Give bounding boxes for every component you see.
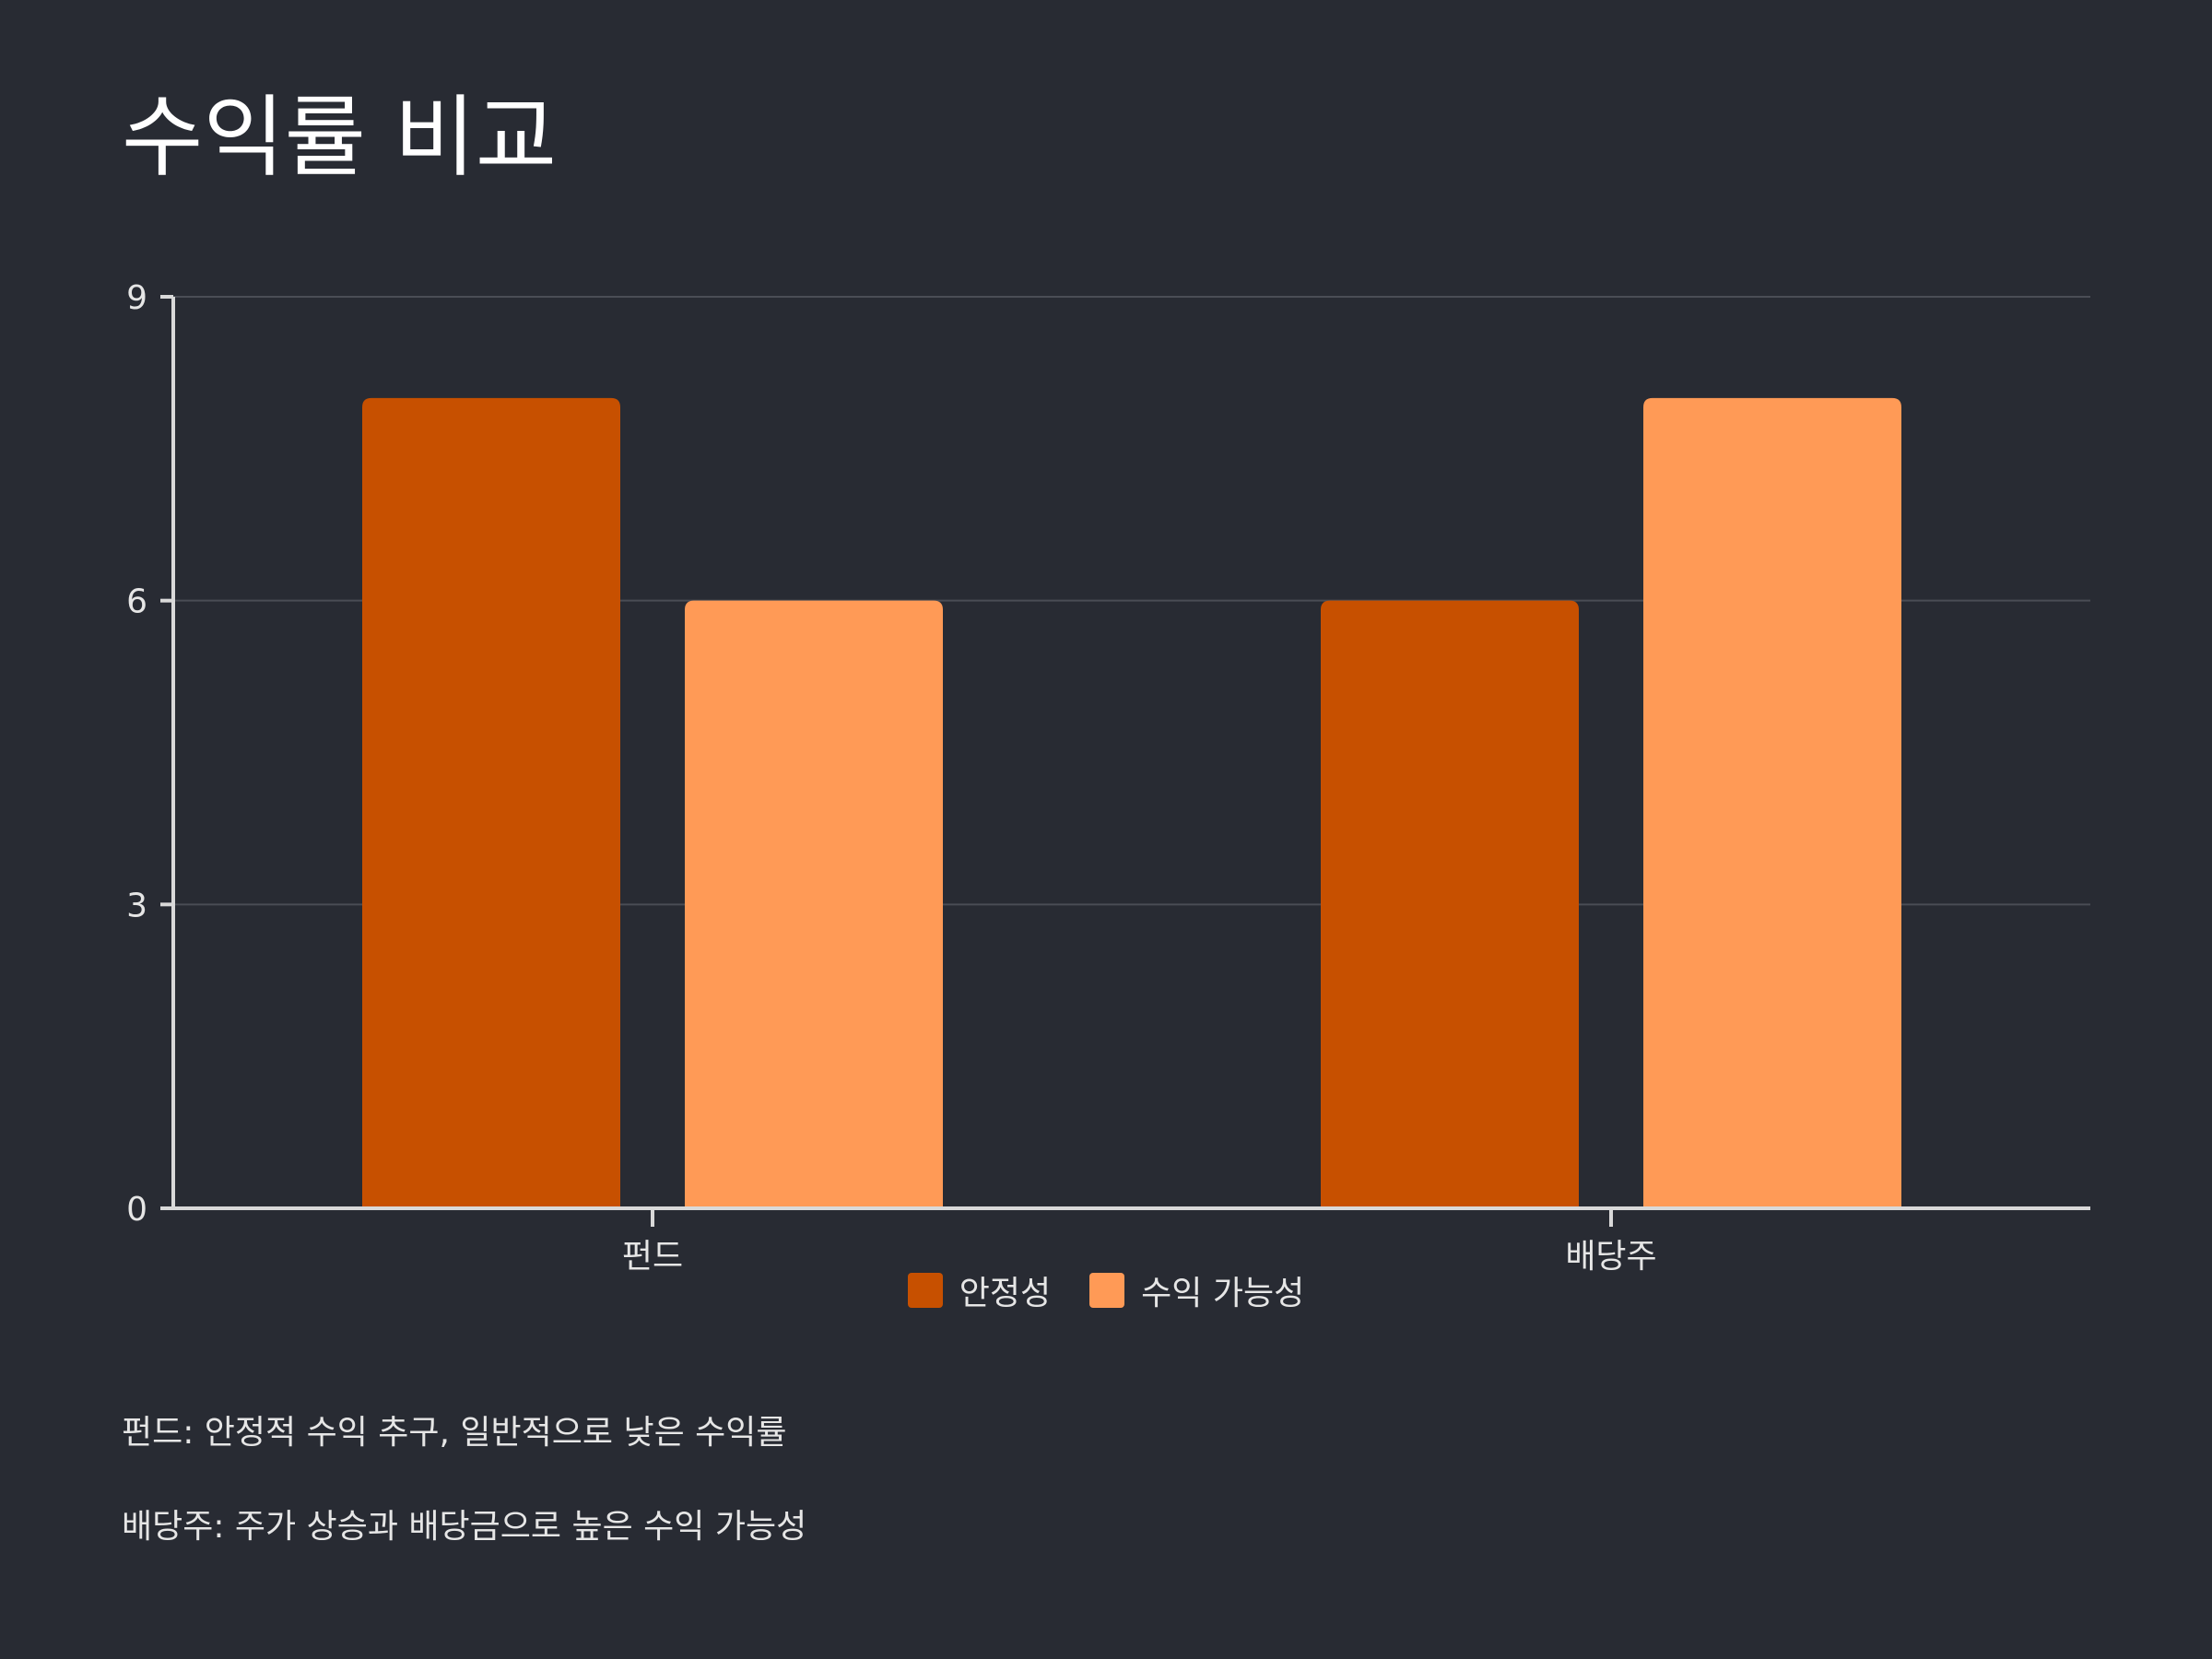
bars-layer (362, 397, 1901, 1208)
bar-0-0 (362, 397, 620, 1208)
chart-title: 수익률 비교 (122, 86, 558, 189)
legend-item-return-potential[interactable]: 수익 가능성 (1089, 1266, 1304, 1314)
labels-layer: 0 3 6 9 펀드 배당주 (126, 279, 1657, 1276)
bar-1-1 (1643, 397, 1901, 1208)
legend-item-stability[interactable]: 안정성 (907, 1266, 1052, 1314)
y-tick-label-3: 3 (126, 887, 147, 924)
legend-swatch-stability (907, 1273, 943, 1308)
bar-1-0 (1321, 600, 1579, 1208)
legend-swatch-return-potential (1089, 1273, 1125, 1308)
x-tick-label-0: 펀드 (622, 1238, 683, 1276)
legend: 안정성 수익 가능성 (0, 1266, 2212, 1314)
note-dividend-stock: 배당주: 주가 상승과 배당금으로 높은 수익 가능성 (122, 1508, 807, 1546)
bar-0-1 (685, 600, 943, 1208)
y-tick-label-9: 9 (126, 279, 147, 317)
y-tick-label-0: 0 (126, 1191, 147, 1229)
legend-label-return-potential: 수익 가능성 (1141, 1275, 1305, 1312)
note-fund: 펀드: 안정적 수익 추구, 일반적으로 낮은 수익률 (122, 1414, 787, 1452)
y-tick-label-6: 6 (126, 583, 147, 621)
x-tick-label-1: 배당주 (1565, 1238, 1656, 1276)
legend-label-stability: 안정성 (959, 1275, 1052, 1312)
axis-layer (160, 295, 2090, 1227)
notes: 펀드: 안정적 수익 추구, 일반적으로 낮은 수익률 배당주: 주가 상승과 … (122, 1410, 806, 1598)
